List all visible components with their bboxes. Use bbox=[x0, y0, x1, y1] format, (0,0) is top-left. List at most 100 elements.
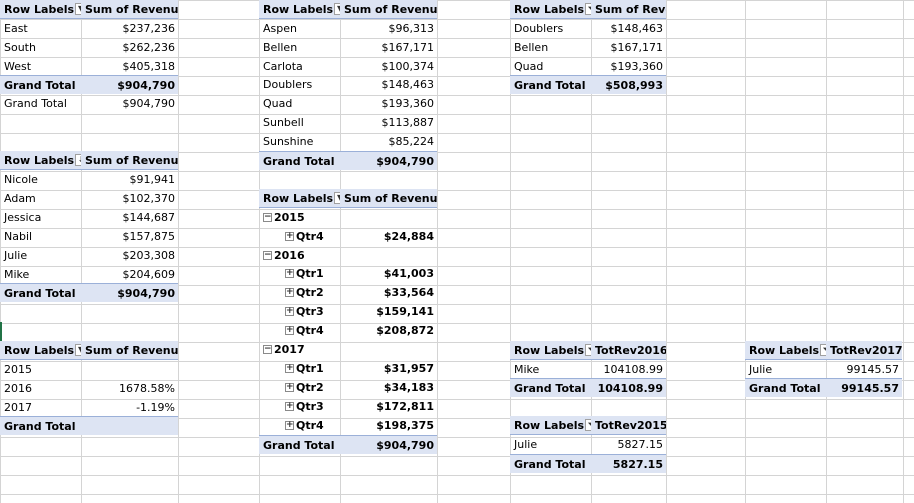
table-row[interactable]: Julie $203,308 bbox=[0, 246, 178, 265]
filter-funnel-icon[interactable]: ⏷ bbox=[820, 344, 826, 356]
value-field-header[interactable]: TotRev2016 bbox=[591, 341, 666, 360]
grand-total-row[interactable]: Grand Total 99145.57 bbox=[745, 378, 902, 397]
table-row[interactable]: Julie 99145.57 bbox=[745, 360, 902, 379]
grand-total-label: Grand Total bbox=[0, 283, 81, 302]
value-field-header[interactable]: Sum of Revenue bbox=[591, 0, 666, 19]
row-value: $91,941 bbox=[129, 173, 176, 186]
table-row[interactable]: Sunshine $85,224 bbox=[259, 132, 437, 151]
row-value bbox=[340, 340, 437, 359]
value-field-header[interactable]: Sum of Revenue bbox=[81, 0, 178, 19]
table-row[interactable]: 2015 bbox=[0, 360, 178, 379]
grand-total-row[interactable]: Grand Total 5827.15 bbox=[510, 454, 666, 473]
table-row[interactable]: + Qtr3 $159,141 bbox=[259, 302, 437, 321]
dropdown-arrow-icon[interactable]: ▼ bbox=[334, 192, 340, 204]
dropdown-arrow-icon[interactable]: ▼ bbox=[75, 344, 81, 356]
expand-plus-icon[interactable]: + bbox=[285, 267, 294, 278]
group-row[interactable]: −2015 bbox=[259, 208, 437, 227]
table-row[interactable]: + Qtr2 $34,183 bbox=[259, 378, 437, 397]
table-row[interactable]: South $262,236 bbox=[0, 38, 178, 57]
row-labels-header[interactable]: Row Labels⏷ bbox=[510, 416, 591, 435]
row-label: Quad bbox=[263, 97, 293, 110]
grand-total-label: Grand Total bbox=[510, 75, 591, 94]
group-row[interactable]: −2016 bbox=[259, 246, 437, 265]
table-row[interactable]: Sunbell $113,887 bbox=[259, 113, 437, 132]
row-labels-header[interactable]: Row Labels▼ bbox=[259, 0, 340, 19]
table-row[interactable]: Doublers $148,463 bbox=[259, 75, 437, 94]
dropdown-arrow-icon[interactable]: ▼ bbox=[334, 3, 340, 15]
grand-total-row[interactable]: Grand Total $904,790 bbox=[0, 75, 178, 94]
row-label: Julie bbox=[514, 438, 538, 451]
expand-plus-icon[interactable]: + bbox=[285, 362, 294, 373]
grand-total-row[interactable]: Grand Total $904,790 bbox=[259, 151, 437, 170]
table-row[interactable]: Nabil $157,875 bbox=[0, 227, 178, 246]
grand-total-row[interactable]: Grand Total 104108.99 bbox=[510, 378, 666, 397]
filter-funnel-icon[interactable]: ⏷ bbox=[585, 419, 591, 431]
table-row[interactable]: Bellen $167,171 bbox=[510, 38, 666, 57]
table-row[interactable]: Doublers $148,463 bbox=[510, 19, 666, 38]
value-field-header[interactable]: Sum of Revenue bbox=[81, 151, 178, 170]
table-row[interactable]: + Qtr4 $24,884 bbox=[259, 227, 437, 246]
table-row[interactable]: + Qtr2 $33,564 bbox=[259, 283, 437, 302]
table-row[interactable]: + Qtr1 $41,003 bbox=[259, 264, 437, 283]
expand-plus-icon[interactable]: + bbox=[285, 400, 294, 411]
table-row[interactable]: East $237,236 bbox=[0, 19, 178, 38]
dropdown-arrow-icon[interactable]: ▼ bbox=[75, 3, 81, 15]
expand-plus-icon[interactable]: + bbox=[285, 381, 294, 392]
row-labels-header[interactable]: Row Labels▼ bbox=[259, 189, 340, 208]
row-value: 5827.15 bbox=[617, 438, 664, 451]
row-labels-header[interactable]: Row Labels↓ bbox=[0, 151, 81, 170]
value-field-header[interactable]: TotRev2015 bbox=[591, 416, 666, 435]
table-row[interactable]: Julie 5827.15 bbox=[510, 435, 666, 454]
expand-plus-icon[interactable]: + bbox=[285, 305, 294, 316]
table-row[interactable]: 2017 -1.19% bbox=[0, 398, 178, 417]
row-value: $96,313 bbox=[388, 22, 435, 35]
grand-total-row[interactable]: Grand Total $904,790 bbox=[0, 283, 178, 302]
sort-ascending-icon[interactable]: ↓ bbox=[75, 154, 81, 166]
table-row[interactable]: Adam $102,370 bbox=[0, 189, 178, 208]
table-row[interactable]: Quad $193,360 bbox=[259, 94, 437, 113]
table-row[interactable]: Aspen $96,313 bbox=[259, 19, 437, 38]
row-labels-header[interactable]: Row Labels▼ bbox=[0, 341, 81, 360]
group-row[interactable]: −2017 bbox=[259, 340, 437, 359]
row-value: $904,790 bbox=[122, 97, 176, 110]
filter-funnel-icon[interactable]: ⏷ bbox=[585, 344, 591, 356]
expand-plus-icon[interactable]: + bbox=[285, 286, 294, 297]
table-row[interactable]: Mike 104108.99 bbox=[510, 360, 666, 379]
row-labels-header[interactable]: Row Labels⏷ bbox=[745, 341, 826, 360]
table-row[interactable]: Grand Total $904,790 bbox=[0, 94, 178, 113]
quarter-label: Qtr1 bbox=[296, 362, 324, 375]
table-row[interactable]: + Qtr4 $208,872 bbox=[259, 321, 437, 340]
table-row[interactable]: + Qtr4 $198,375 bbox=[259, 416, 437, 435]
table-row[interactable]: Mike $204,609 bbox=[0, 265, 178, 284]
collapse-minus-icon[interactable]: − bbox=[263, 343, 272, 354]
filter-funnel-icon[interactable]: ⏷ bbox=[585, 3, 591, 15]
table-row[interactable]: + Qtr1 $31,957 bbox=[259, 359, 437, 378]
table-row[interactable]: West $405,318 bbox=[0, 57, 178, 76]
table-row[interactable]: Quad $193,360 bbox=[510, 57, 666, 76]
row-labels-header[interactable]: Row Labels⏷ bbox=[510, 0, 591, 19]
table-row[interactable]: Carlota $100,374 bbox=[259, 57, 437, 76]
expand-plus-icon[interactable]: + bbox=[285, 419, 294, 430]
grand-total-row[interactable]: Grand Total $904,790 bbox=[259, 435, 437, 454]
collapse-minus-icon[interactable]: − bbox=[263, 249, 272, 260]
expand-plus-icon[interactable]: + bbox=[285, 230, 294, 241]
value-field-header[interactable]: TotRev2017 bbox=[826, 341, 902, 360]
row-labels-header[interactable]: Row Labels⏷ bbox=[510, 341, 591, 360]
table-row[interactable]: + Qtr3 $172,811 bbox=[259, 397, 437, 416]
expand-plus-icon[interactable]: + bbox=[285, 324, 294, 335]
table-row[interactable]: Jessica $144,687 bbox=[0, 208, 178, 227]
row-label: Bellen bbox=[263, 41, 298, 54]
value-field-header[interactable]: Sum of Revenue bbox=[81, 341, 178, 360]
row-labels-header[interactable]: Row Labels▼ bbox=[0, 0, 81, 19]
grand-total-row[interactable]: Grand Total bbox=[0, 416, 178, 435]
table-row[interactable]: 2016 1678.58% bbox=[0, 379, 178, 398]
grand-total-row[interactable]: Grand Total $508,993 bbox=[510, 75, 666, 94]
collapse-minus-icon[interactable]: − bbox=[263, 211, 272, 222]
row-label: West bbox=[4, 60, 32, 73]
table-row[interactable]: Bellen $167,171 bbox=[259, 38, 437, 57]
table-row[interactable]: Nicole $91,941 bbox=[0, 170, 178, 189]
value-field-header[interactable]: Sum of Revenue bbox=[340, 189, 437, 208]
value-field-header[interactable]: Sum of Revenue bbox=[340, 0, 437, 19]
grand-total-label: Grand Total bbox=[745, 378, 826, 397]
